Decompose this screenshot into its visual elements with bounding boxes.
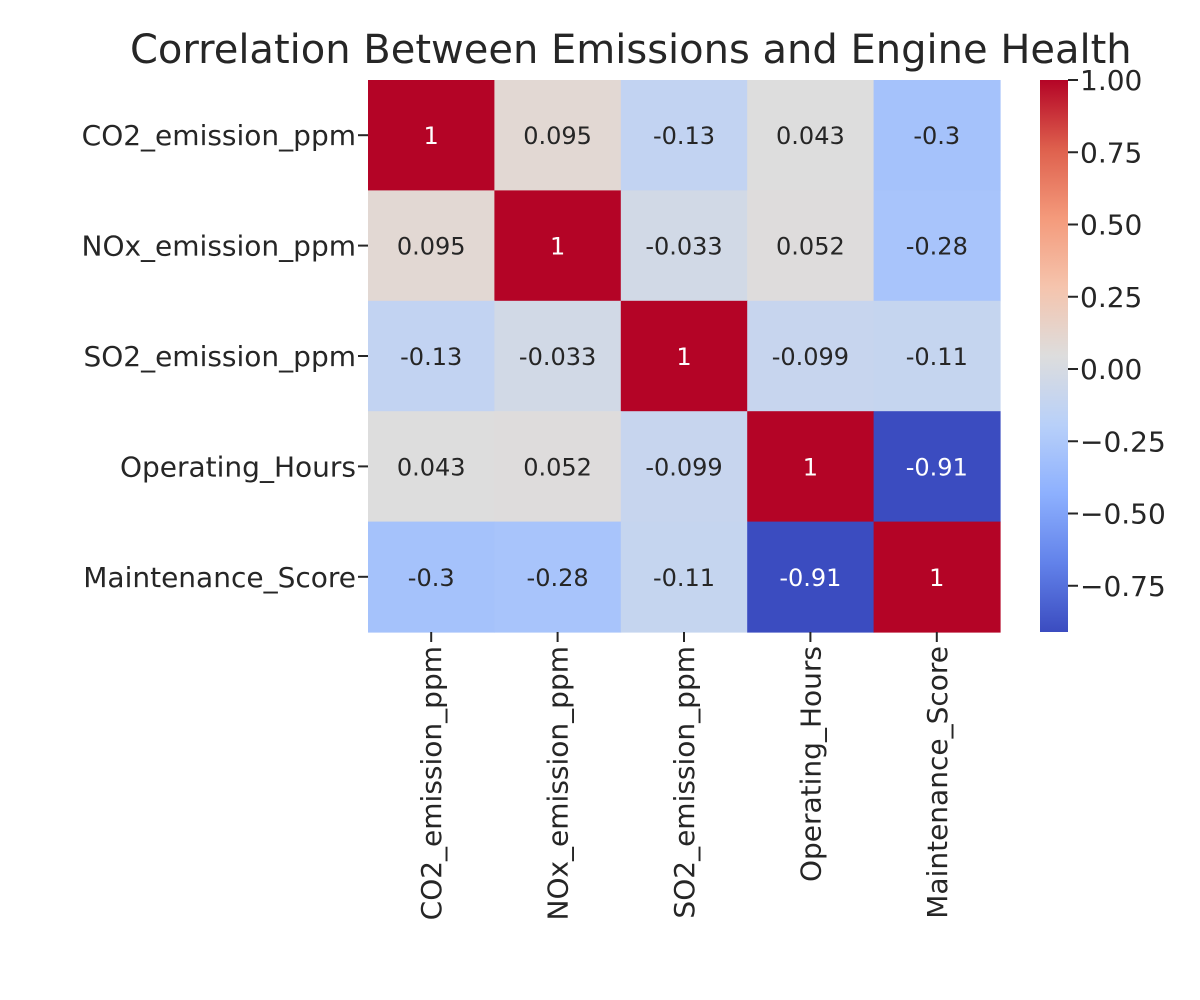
heatmap-cell (620, 300, 748, 412)
cell-annotation: -0.28 (906, 233, 968, 261)
colorbar: 1.00 0.75 0.50 0.25 0.00 −0.25 −0.50 −0.75 (1040, 64, 1166, 632)
heatmap-cell (494, 521, 622, 633)
colorbar-tick-label: 0.75 (1080, 136, 1142, 169)
cell-annotation: -0.91 (779, 564, 841, 592)
cell-annotation: 1 (803, 453, 818, 481)
heatmap-cell (747, 521, 875, 633)
heatmap-cell (368, 190, 495, 302)
cell-annotation: 1 (676, 343, 691, 371)
x-tick-label: SO2_emission_ppm (668, 646, 701, 919)
y-tick-label: NOx_emission_ppm (82, 230, 357, 263)
x-tick-label: Operating_Hours (794, 646, 827, 882)
colorbar-tick-label: −0.75 (1080, 570, 1166, 603)
heatmap-cell (368, 80, 495, 191)
x-tick-label: Maintenance_Score (921, 646, 954, 919)
heatmap-cell (620, 190, 748, 302)
colorbar-tick-label: 0.00 (1080, 353, 1142, 386)
heatmap-cell (873, 300, 1001, 412)
cell-annotation: 0.052 (776, 233, 845, 261)
heatmap-cell (368, 411, 495, 523)
chart-title: Correlation Between Emissions and Engine… (130, 27, 1132, 73)
heatmap-cell (747, 190, 875, 302)
cell-annotation: -0.13 (653, 122, 715, 150)
cell-annotation: 0.095 (523, 122, 592, 150)
y-tick-label: Maintenance_Score (83, 561, 356, 594)
heatmap-cell (873, 190, 1001, 302)
heatmap-cell (494, 411, 622, 523)
cell-annotation: 0.095 (397, 233, 466, 261)
cell-annotation: 0.052 (523, 453, 592, 481)
cell-annotation: -0.91 (906, 453, 968, 481)
colorbar-tick-label: 1.00 (1080, 64, 1142, 97)
cell-annotation: -0.099 (645, 453, 722, 481)
cell-annotation: 1 (424, 122, 439, 150)
cell-annotation: -0.3 (913, 122, 960, 150)
x-tick-label: CO2_emission_ppm (415, 646, 448, 920)
heatmap-cell (620, 521, 748, 633)
heatmap-cell (494, 80, 622, 191)
heatmap-cell (368, 300, 495, 412)
heatmap-cell (368, 521, 495, 633)
cell-annotation: 1 (550, 233, 565, 261)
heatmap-cell (873, 80, 1001, 191)
heatmap-cell (747, 411, 875, 523)
heatmap-cell (620, 80, 748, 191)
cell-annotation: -0.28 (527, 564, 589, 592)
colorbar-tick-label: −0.25 (1080, 425, 1166, 458)
colorbar-gradient (1040, 80, 1068, 632)
cell-annotation: -0.099 (772, 343, 849, 371)
cell-annotation: -0.11 (906, 343, 968, 371)
y-tick-label: SO2_emission_ppm (83, 340, 356, 373)
y-tick-label: CO2_emission_ppm (82, 119, 356, 152)
colorbar-tick-label: 0.25 (1080, 281, 1142, 314)
heatmap-cell (494, 300, 622, 412)
y-axis-tick-labels: CO2_emission_ppm NOx_emission_ppm SO2_emis… (82, 119, 368, 594)
cell-annotation: -0.13 (400, 343, 462, 371)
colorbar-tick-label: 0.50 (1080, 209, 1142, 242)
cell-annotation: -0.3 (408, 564, 455, 592)
heatmap-cells: 1 0.095 -0.13 0.043 -0.3 0.095 1 -0.033 0.052 -0.… (368, 80, 1001, 633)
x-tick-label: NOx_emission_ppm (542, 646, 575, 921)
cell-annotation: 0.043 (397, 453, 466, 481)
colorbar-tick-label: −0.50 (1080, 498, 1166, 531)
heatmap-cell (747, 300, 875, 412)
cell-annotation: -0.033 (645, 233, 722, 261)
heatmap-cell (873, 521, 1001, 633)
cell-annotation: -0.033 (519, 343, 596, 371)
heatmap-cell (494, 190, 622, 302)
heatmap-cell (873, 411, 1001, 523)
cell-annotation: -0.11 (653, 564, 715, 592)
heatmap-cell (620, 411, 748, 523)
y-tick-label: Operating_Hours (120, 450, 356, 483)
heatmap-cell (747, 80, 875, 191)
cell-annotation: 1 (929, 564, 944, 592)
cell-annotation: 0.043 (776, 122, 845, 150)
x-axis-tick-labels: CO2_emission_ppm NOx_emission_ppm SO2_emis… (415, 632, 954, 921)
